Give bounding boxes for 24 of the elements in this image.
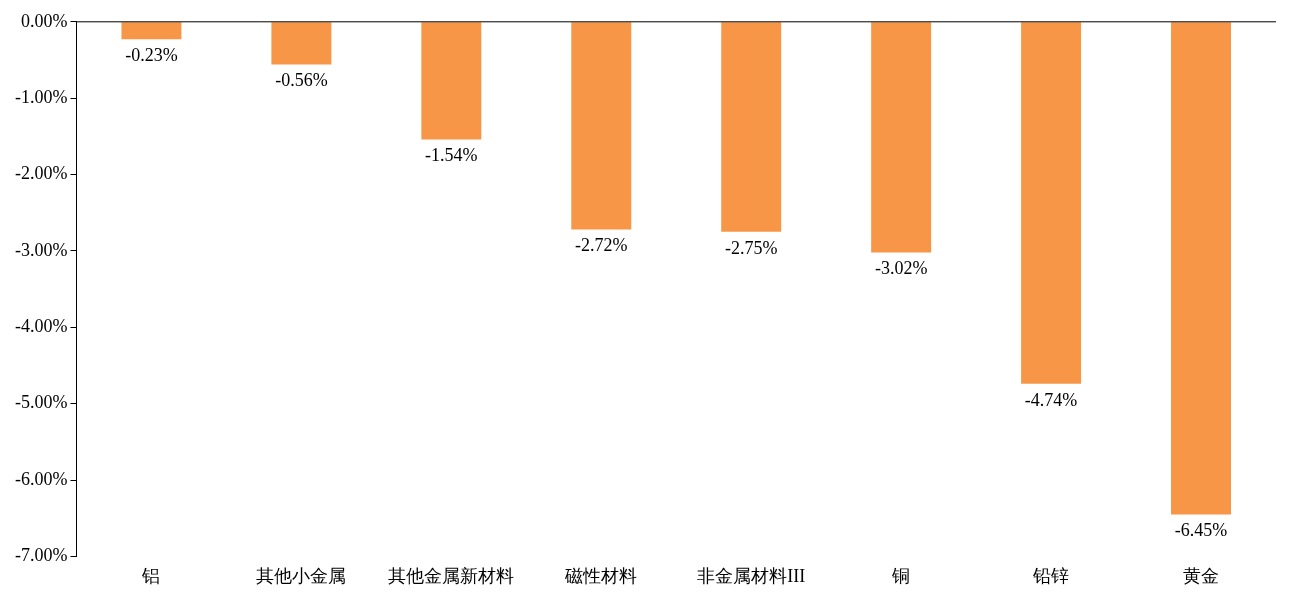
x-tick-label: 黄金 <box>1183 565 1220 586</box>
data-label: -3.02% <box>874 258 928 279</box>
x-tick-label: 铝 <box>141 565 161 586</box>
y-tick-label: -3.00% <box>14 239 68 260</box>
x-tick-label: 磁性材料 <box>564 565 638 586</box>
x-tick-label: 铅锌 <box>1032 565 1070 586</box>
x-tick-label: 其他金属新材料 <box>388 565 515 586</box>
data-label: -2.75% <box>724 237 778 258</box>
x-tick-label: 铜 <box>891 565 911 586</box>
y-tick-label: -6.00% <box>14 468 68 489</box>
x-tick-label: 非金属材料III <box>697 565 806 586</box>
y-tick-label: -7.00% <box>14 545 68 566</box>
y-tick-label: -1.00% <box>14 86 68 107</box>
x-tick-label: 其他小金属 <box>256 565 347 586</box>
y-tick-label: -4.00% <box>14 316 68 337</box>
data-label: -0.56% <box>275 70 328 91</box>
data-label: -2.72% <box>575 235 628 256</box>
y-tick-label: -2.00% <box>14 163 68 184</box>
y-tick-label: 0.00% <box>20 10 68 31</box>
y-tick-label: -5.00% <box>14 392 68 413</box>
data-label: -1.54% <box>425 145 478 166</box>
data-label: -6.45% <box>1174 520 1228 541</box>
data-label: -0.23% <box>125 45 178 66</box>
data-label: -4.74% <box>1024 389 1078 410</box>
